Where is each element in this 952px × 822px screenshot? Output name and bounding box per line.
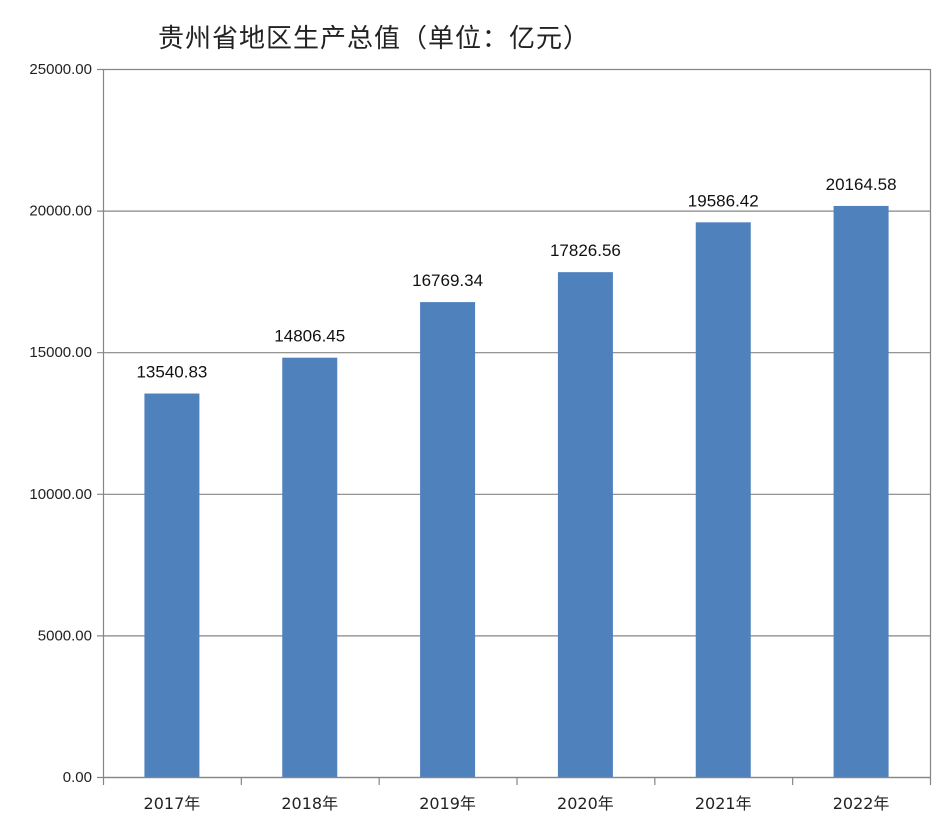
bar [144,393,200,777]
chart-title: 贵州省地区生产总值（单位：亿元） [158,24,591,54]
x-tick-label: 2017年 [144,794,201,813]
x-tick-label: 2019年 [419,794,476,813]
y-tick-label: 25000.00 [29,61,92,78]
x-tick-label: 2022年 [833,794,890,813]
data-label: 17826.56 [550,241,621,260]
bars [144,205,889,777]
y-tick-label: 5000.00 [38,627,92,644]
gridlines [97,68,930,779]
data-label: 16769.34 [412,271,483,290]
bar [282,357,338,777]
labels: 0.00 5000.00 10000.00 15000.00 20000.00 25000… [29,61,896,813]
data-label: 20164.58 [826,175,897,194]
y-tick-label: 15000.00 [29,344,92,361]
y-tick-label: 0.00 [63,769,92,786]
x-tick-label: 2021年 [695,794,752,813]
x-tick-label: 2018年 [281,794,338,813]
y-tick-label: 20000.00 [29,203,92,220]
data-label: 19586.42 [688,191,759,210]
bar [557,272,613,777]
bar [420,302,476,777]
bar [833,205,889,777]
y-tick-label: 10000.00 [29,486,92,503]
data-label: 14806.45 [274,327,345,346]
bar [695,222,751,777]
x-tick-label: 2020年 [557,794,614,813]
axes [102,69,932,785]
data-label: 13540.83 [136,363,207,382]
